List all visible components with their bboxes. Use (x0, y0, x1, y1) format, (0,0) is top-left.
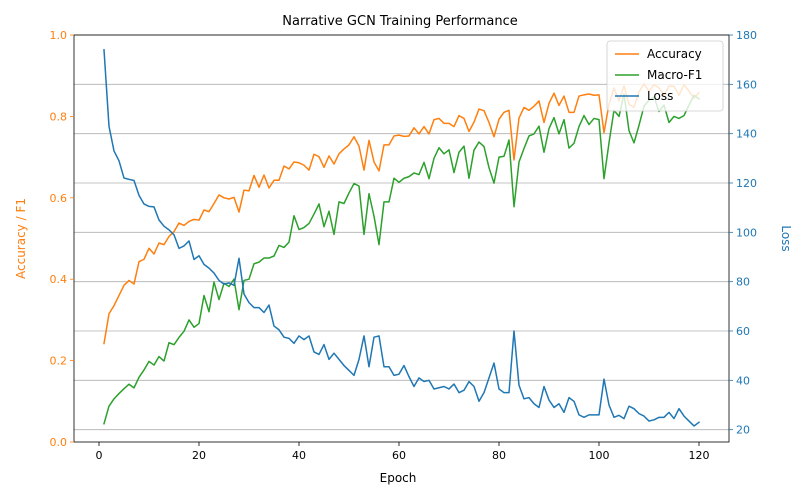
series-lines (103, 49, 701, 427)
series-line-macro-f1 (103, 93, 701, 425)
series-line-accuracy (103, 83, 701, 345)
legend-label-accuracy: Accuracy (647, 47, 702, 61)
y-right-tick-label: 80 (736, 276, 750, 289)
x-tick-label: 100 (589, 449, 610, 462)
y-right-tick-label: 160 (736, 78, 757, 91)
y-right-tick-label: 140 (736, 128, 757, 141)
x-tick-label: 120 (689, 449, 710, 462)
x-tick-label: 40 (292, 449, 306, 462)
y-right-tick-label: 120 (736, 177, 757, 190)
x-tick-label: 0 (96, 449, 103, 462)
y-left-tick-label: 0.2 (50, 355, 68, 368)
y-right-tick-label: 180 (736, 29, 757, 42)
legend-label-macro-f1: Macro-F1 (647, 68, 702, 82)
x-tick-label: 60 (392, 449, 406, 462)
legend-box (606, 40, 724, 112)
y-left-tick-label: 1.0 (50, 29, 68, 42)
y-right-tick-label: 40 (736, 374, 750, 387)
chart-title: Narrative GCN Training Performance (282, 14, 517, 29)
axes: 0 20 40 60 80 100 120 0.0 0.2 0.4 0.6 0.8 1.0 20 40 60 8… (50, 29, 758, 462)
y-left-tick-label: 0.0 (50, 436, 68, 449)
x-tick-label: 20 (192, 449, 206, 462)
legend-label-loss: Loss (647, 89, 673, 103)
x-axis-label: Epoch (380, 471, 417, 485)
y-axis-left-label: Accuracy / F1 (14, 198, 28, 279)
y-right-tick-label: 60 (736, 325, 750, 338)
y-left-tick-label: 0.8 (50, 110, 68, 123)
y-axis-right-label: Loss (779, 225, 793, 251)
y-left-tick-label: 0.6 (50, 192, 68, 205)
x-tick-label: 80 (492, 449, 506, 462)
plot-frame (73, 34, 730, 443)
y-right-tick-label: 20 (736, 424, 750, 437)
y-left-tick-label: 0.4 (50, 273, 68, 286)
y-right-tick-label: 100 (736, 226, 757, 239)
series-line-loss (103, 49, 701, 427)
legend: Accuracy Macro-F1 Loss (606, 40, 724, 112)
